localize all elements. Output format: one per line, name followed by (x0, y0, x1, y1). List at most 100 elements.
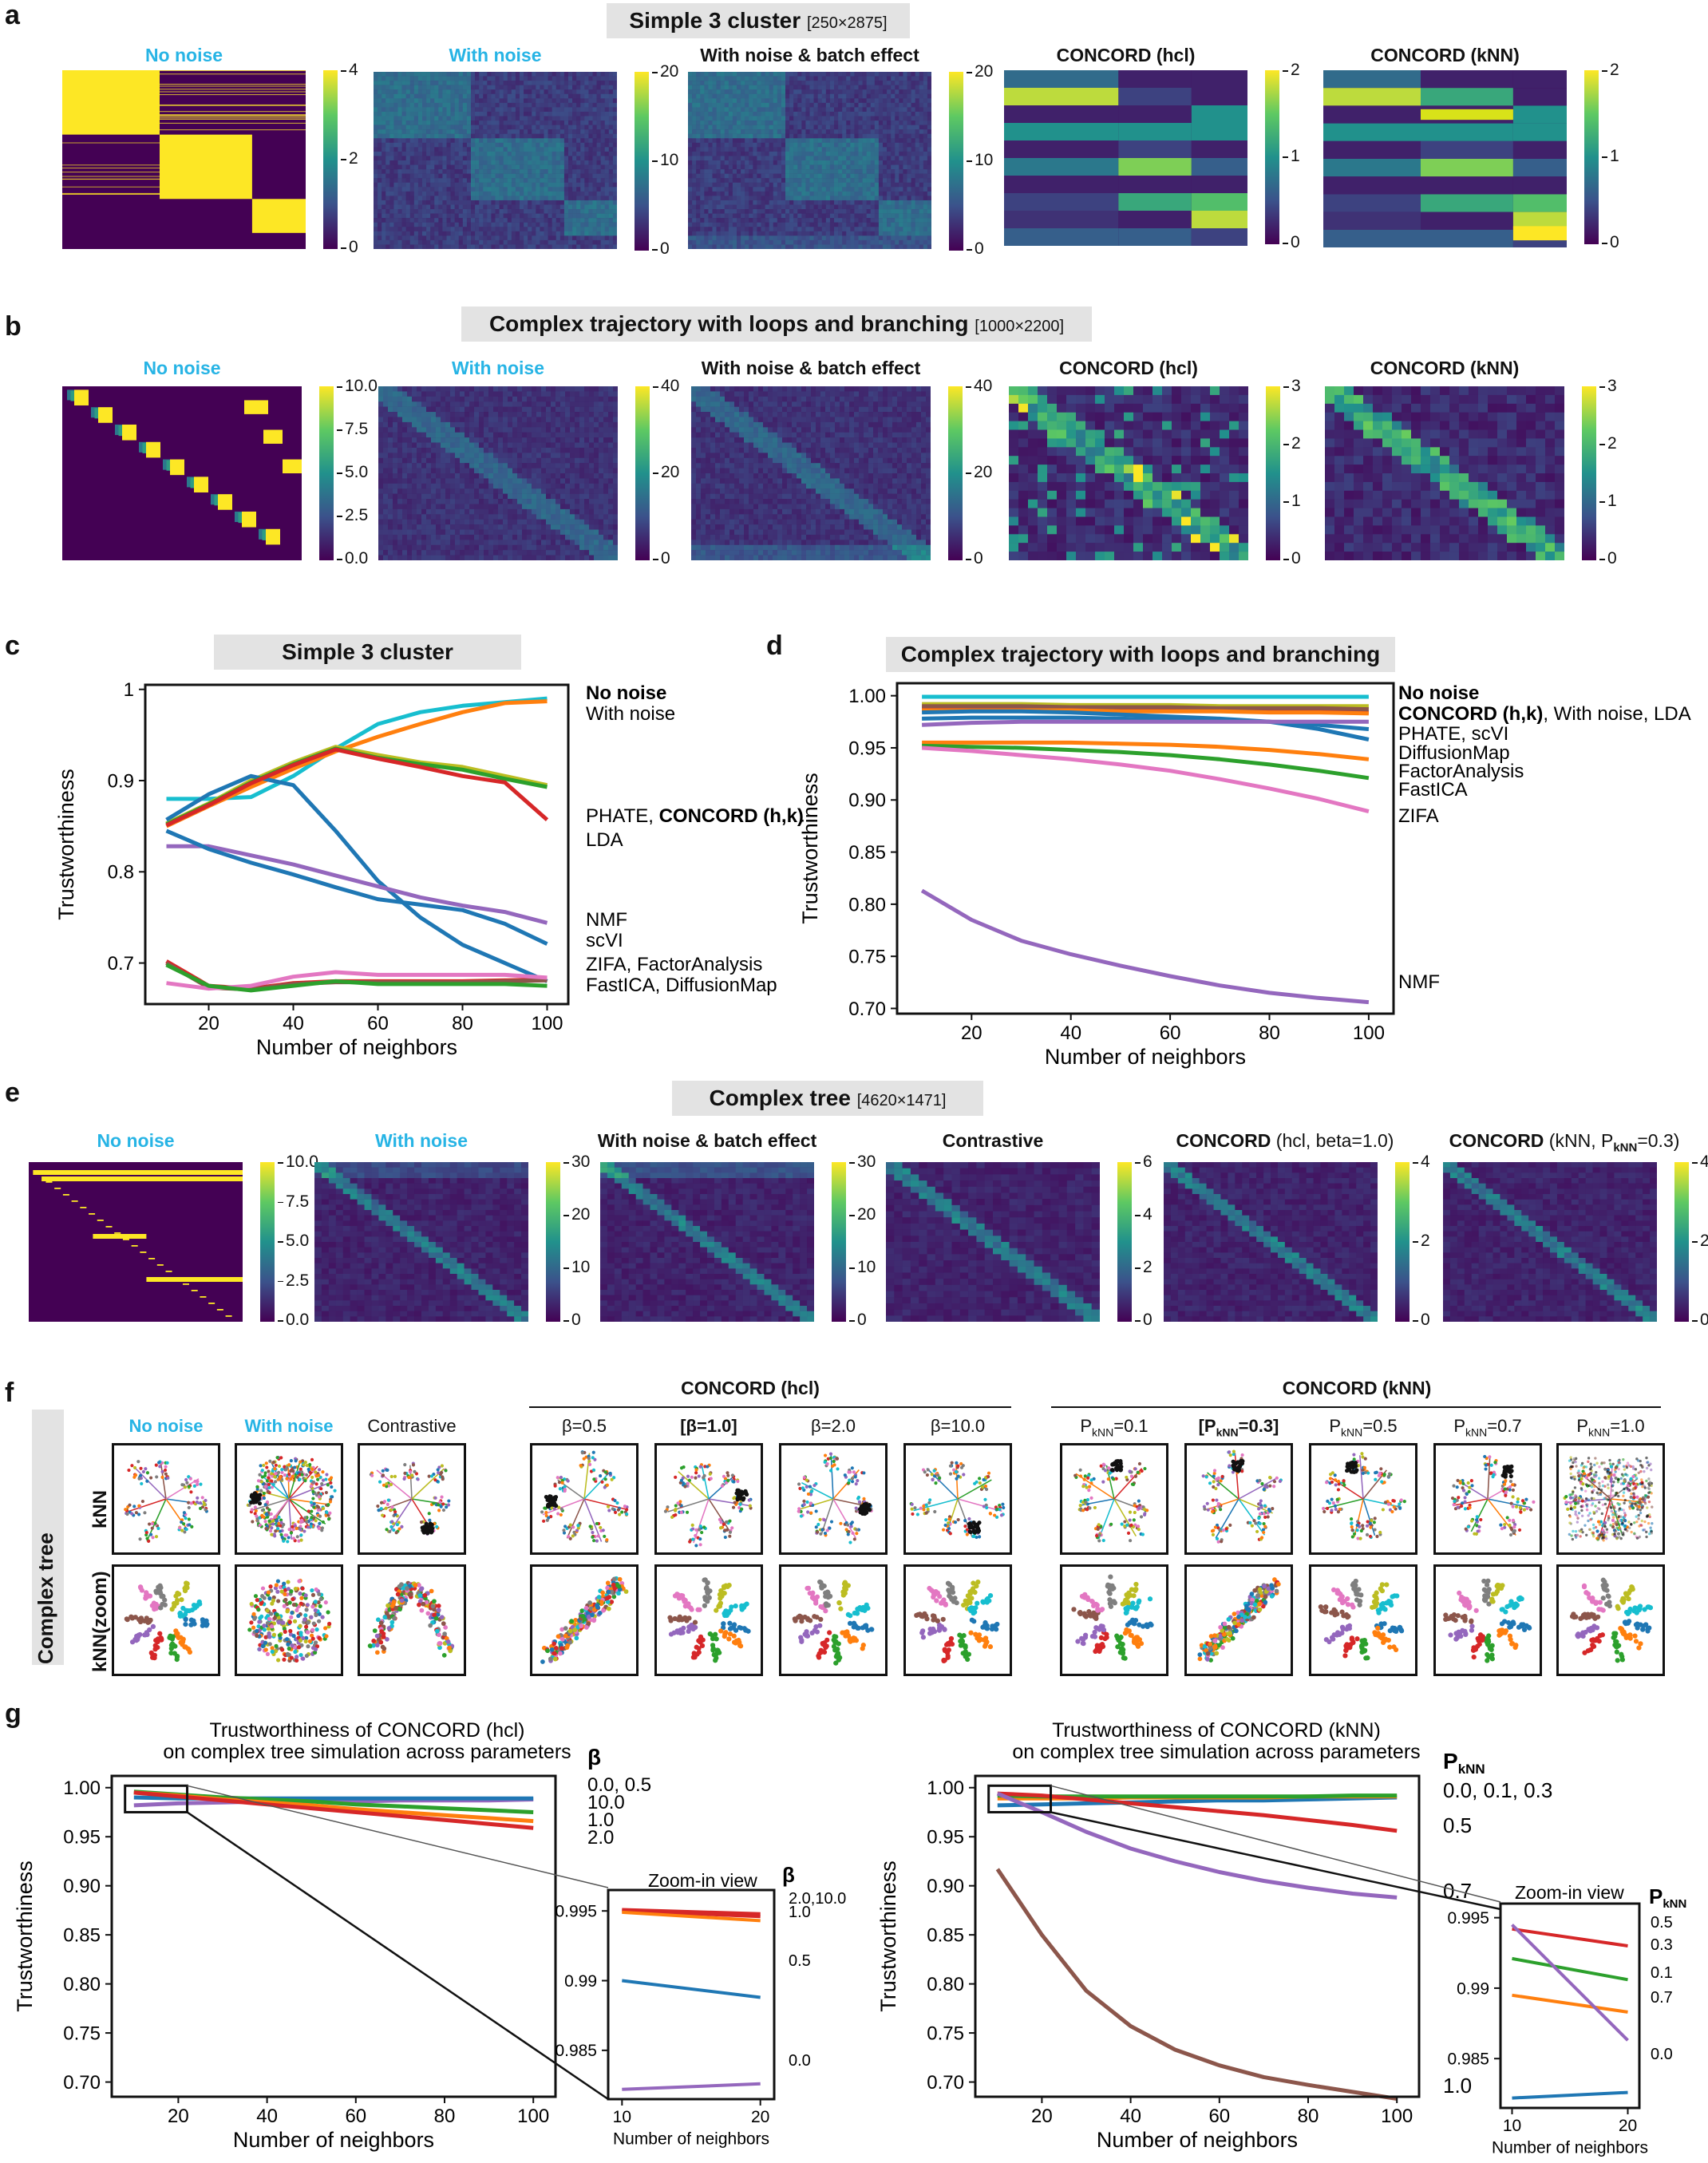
g-right-title-0: Trustworthiness of CONCORD (kNN) (1052, 1719, 1381, 1742)
banner-a-dims: [250×2875] (806, 14, 888, 32)
colorbar-a-2-tick: 0 (967, 239, 984, 258)
embedding-knn-8 (1184, 1443, 1293, 1555)
series-d-7 (921, 719, 1369, 727)
embedding-knn-zoom-7 (1060, 1564, 1168, 1676)
colorbar-b-3-tick: 3 (1283, 377, 1301, 395)
g-right-zoom-legend-1: 0.3 (1651, 1936, 1673, 1954)
banner-b-dims: [1000×2200] (975, 318, 1065, 335)
banner-c: Simple 3 cluster (214, 635, 521, 670)
banner-b-title: Complex trajectory with loops and branch… (488, 311, 969, 336)
embedding-knn-3 (530, 1443, 639, 1555)
series-g-right-5 (995, 1868, 1398, 2101)
colorbar-b-0-tick: 5.0 (336, 463, 369, 481)
ytick-label-g-left: 1.00 (63, 1777, 101, 1799)
colorbar-a-4-tick: 1 (1602, 147, 1619, 165)
embedding-knn-10 (1433, 1443, 1542, 1555)
colorbar-e-5-tick: 0 (1692, 1311, 1708, 1329)
ytick-label-g-right: 0.95 (927, 1827, 964, 1849)
xlabel-g-right-zoom: Number of neighbors (1492, 2138, 1648, 2157)
col-label-knn-2: PkNN=0.5 (1329, 1416, 1398, 1439)
legend-c-1: With noise (586, 703, 675, 725)
xtick-label-d: 100 (1353, 1022, 1385, 1044)
banner-a-title: Simple 3 cluster (629, 8, 801, 33)
ytick-label-g-left-zoom: 0.985 (555, 2042, 597, 2060)
ytick-label-g-left: 0.90 (63, 1876, 101, 1897)
ytick-label-g-right-zoom: 0.995 (1447, 1909, 1489, 1928)
heatmap-a-2 (688, 72, 931, 249)
embedding-knn-zoom-11 (1556, 1564, 1665, 1676)
g-left-param: β (587, 1745, 601, 1770)
colorbar-a-1-tick: 0 (652, 239, 670, 258)
series-d-2 (922, 702, 1369, 709)
embedding-knn-zoom-4 (654, 1564, 763, 1676)
ytick-label-c: 0.9 (108, 770, 134, 792)
series-d-5 (922, 709, 1370, 741)
colorbar-e-1-tick: 0 (563, 1311, 581, 1329)
colorbar-e-0-tick: 5.0 (277, 1232, 310, 1250)
frame-g-left-zoom (607, 1888, 776, 2101)
ytick-label-g-right: 0.70 (927, 2072, 964, 2094)
xtick-label-g-left: 40 (256, 2106, 278, 2127)
ylabel-g-left: Trustworthiness (13, 1860, 37, 2012)
ylabel-c: Trustworthiness (54, 769, 78, 920)
colorbar-a-2-tick: 10 (966, 151, 994, 169)
heatmap-b-title-1: With noise (451, 358, 545, 378)
colorbar-b-2-tick: 20 (965, 463, 993, 481)
colorbar-e-1-tick: 30 (563, 1153, 591, 1171)
col-label-knn-0: PkNN=0.1 (1080, 1416, 1149, 1439)
heatmap-e-0 (29, 1162, 243, 1322)
ytick-label-g-right: 0.75 (927, 2023, 964, 2044)
xtick-label-c: 80 (452, 1013, 473, 1034)
series-g-left-zoom-1 (622, 1909, 761, 1919)
heatmap-a-title-4: CONCORD (kNN) (1370, 45, 1520, 65)
heatmap-e-title-4: CONCORD (hcl, beta=1.0) (1176, 1130, 1394, 1151)
g-left-zoom-legend-3: 0.0 (789, 2052, 811, 2070)
colorbar-a-2-tick: 20 (966, 62, 994, 81)
series-c-1 (165, 699, 548, 828)
colorbar-b-4-tick: 3 (1599, 377, 1617, 395)
g-left-legend-2: 1.0 (587, 1809, 614, 1831)
xtick-label-d: 20 (961, 1022, 982, 1044)
heatmap-e-title-2: With noise & batch effect (597, 1130, 817, 1151)
col-label-5: β=2.0 (810, 1416, 856, 1436)
xtick-label-g-right: 40 (1120, 2106, 1141, 2127)
colorbar-b-4-tick: 0 (1599, 549, 1617, 567)
colorbar-a-0 (323, 70, 338, 249)
heatmap-e-title-3: Contrastive (942, 1130, 1044, 1151)
ytick-label-g-left-zoom: 0.99 (564, 1972, 597, 1991)
col-label-knn-1: [PkNN=0.3] (1198, 1416, 1279, 1439)
colorbar-e-5-tick: 2 (1692, 1232, 1708, 1250)
panel-label-c: c (5, 631, 20, 661)
series-g-left-zoom-2 (622, 1910, 761, 1923)
heatmap-b-title-0: No noise (143, 358, 221, 378)
xtick-label-g-left: 20 (168, 2106, 189, 2127)
colorbar-a-1 (635, 72, 649, 251)
colorbar-b-4 (1582, 386, 1596, 560)
xtick-label-g-left: 60 (345, 2106, 366, 2127)
colorbar-a-4-tick: 0 (1602, 233, 1619, 251)
xtick-label-g-right-zoom: 20 (1619, 2117, 1637, 2135)
banner-a: Simple 3 cluster [250×2875] (607, 3, 910, 38)
ylabel-g-right: Trustworthiness (876, 1860, 900, 2012)
series-c-11 (165, 963, 548, 993)
g-right-param: PkNN (1443, 1749, 1485, 1777)
col-label-4: [β=1.0] (680, 1416, 737, 1436)
heatmap-b-1 (378, 386, 618, 560)
banner-e: Complex tree [4620×1471] (672, 1081, 983, 1116)
xtick-label-g-left: 80 (434, 2106, 456, 2127)
heatmap-a-0 (62, 70, 306, 249)
heatmap-a-4 (1323, 70, 1567, 247)
colorbar-a-0-tick: 2 (341, 149, 358, 168)
colorbar-b-4-tick: 2 (1599, 434, 1617, 453)
colorbar-b-2-tick: 40 (965, 377, 993, 395)
series-d-3 (922, 704, 1369, 712)
g-left-zoom-connector-bottom (186, 1811, 609, 2101)
series-c-6 (166, 844, 548, 925)
frame-c (144, 683, 570, 1006)
series-g-right-3 (997, 1791, 1398, 1833)
xtick-label-c: 40 (283, 1013, 304, 1034)
xtick-label-g-left-zoom: 20 (751, 2108, 769, 2126)
series-c-7 (165, 828, 548, 946)
colorbar-a-1-tick: 10 (651, 151, 679, 169)
heatmap-e-2 (600, 1162, 814, 1322)
